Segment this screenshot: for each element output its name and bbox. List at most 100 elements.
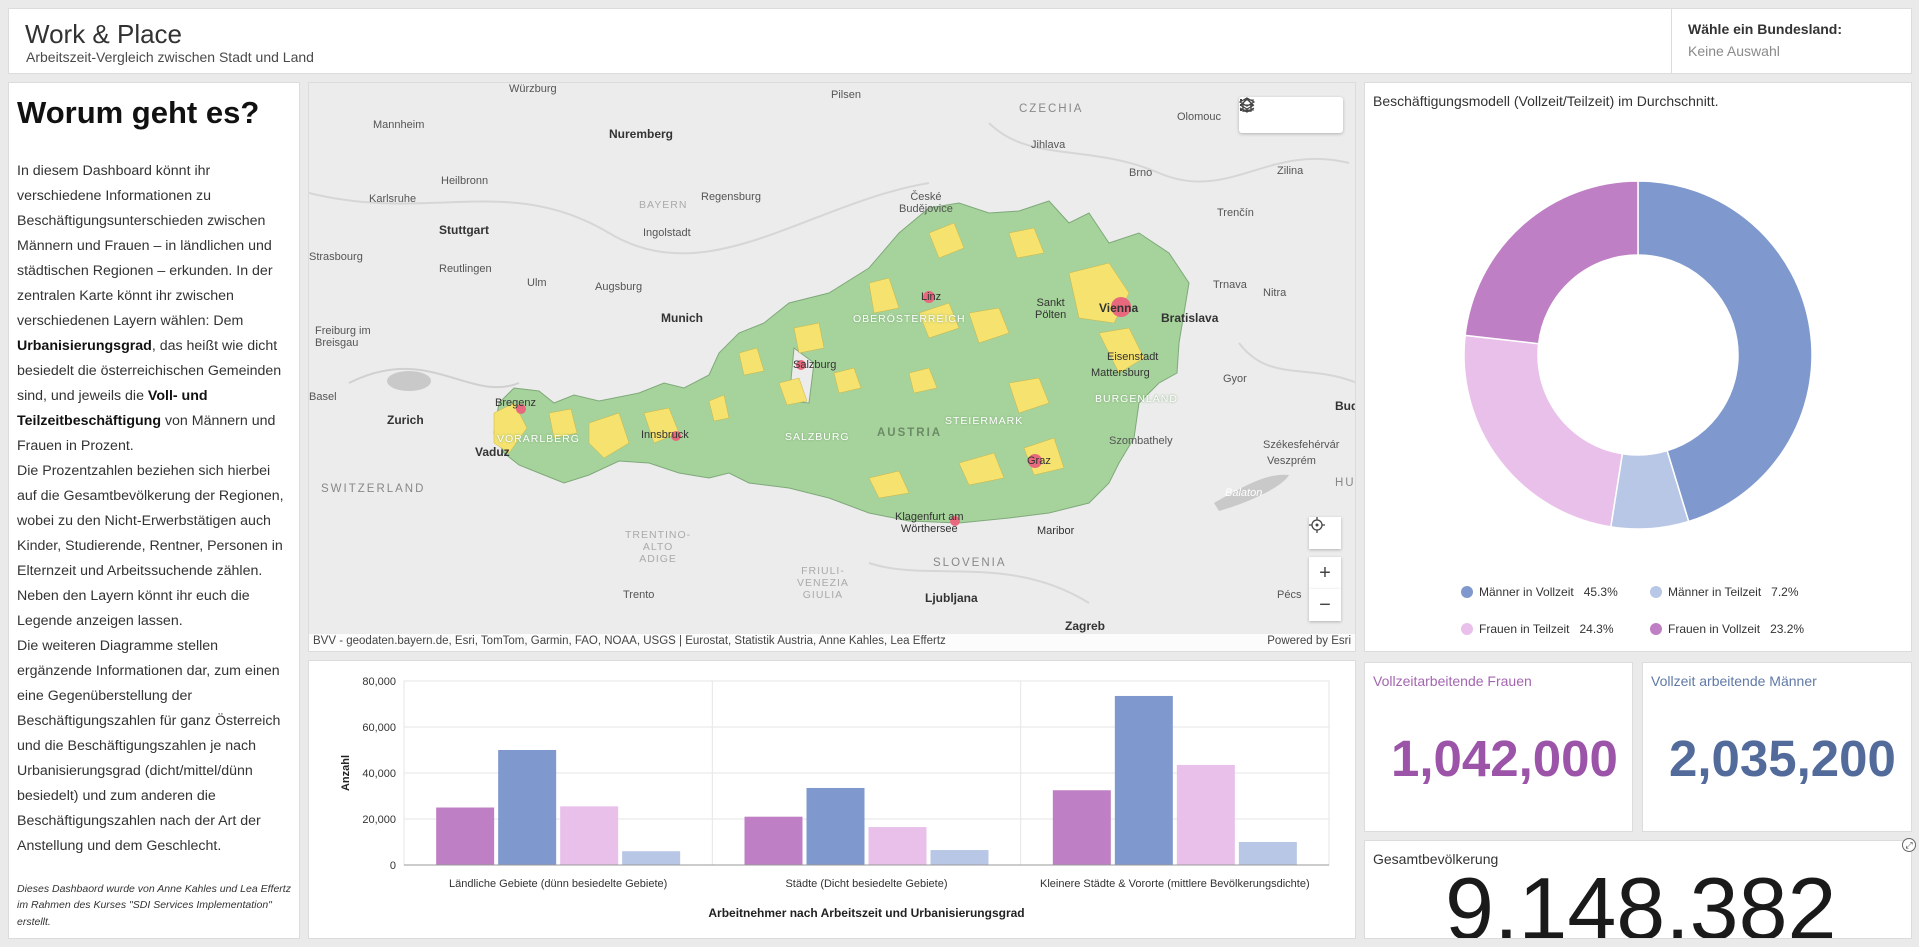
map-label: Zagreb	[1065, 619, 1106, 633]
map-label: Mattersburg	[1091, 367, 1150, 379]
legend-swatch	[1461, 586, 1473, 598]
layers-button[interactable]	[1239, 97, 1337, 129]
y-tick-label: 20,000	[362, 814, 396, 826]
map-label: OBERÖSTERREICH	[853, 313, 966, 325]
map-label: Gyor	[1223, 373, 1247, 385]
selector-value[interactable]: Keine Auswahl	[1688, 43, 1780, 59]
map-label: České Budějovice	[899, 191, 953, 215]
legend-label: Frauen in Teilzeit	[1479, 622, 1570, 636]
indicator-value: 2,035,200	[1669, 730, 1896, 787]
donut-chart	[1463, 180, 1813, 530]
indicator-value: 1,042,000	[1391, 730, 1618, 787]
legend-label: Männer in Teilzeit	[1668, 585, 1762, 599]
map-label: Bregenz	[495, 397, 536, 409]
intro-panel: Worum geht es? In diesem Dashboard könnt…	[8, 82, 300, 939]
map-label: Ingolstadt	[643, 227, 691, 239]
indicator-title: Vollzeit arbeitende Männer	[1651, 673, 1817, 689]
bar[interactable]	[930, 850, 989, 865]
locate-button[interactable]	[1309, 517, 1341, 549]
bar-chart-panel: 0 20,000 40,000 60,000 80,000 Ländliche Gebie…	[308, 660, 1356, 939]
map-label: Nitra	[1263, 287, 1287, 299]
donut-chart-panel: Beschäftigungsmodell (Vollzeit/Teilzeit)…	[1364, 82, 1912, 652]
map-label: Strasbourg	[309, 251, 363, 263]
attribution-text: BVV - geodaten.bayern.de, Esri, TomTom, …	[313, 635, 946, 647]
women-fulltime-indicator: Vollzeitarbeitende Frauen 1,042,000	[1364, 662, 1633, 832]
map-label: Salzburg	[793, 359, 837, 371]
locate-icon	[1309, 517, 1325, 533]
map-label: Ljubljana	[925, 591, 978, 605]
map-label: Maribor	[1037, 525, 1075, 537]
intro-heading: Worum geht es?	[17, 95, 260, 130]
bar[interactable]	[436, 807, 495, 866]
legend-item[interactable]: Frauen in Vollzeit 23.2%	[1650, 622, 1804, 636]
indicator-title: Gesamtbevölkerung	[1373, 851, 1499, 867]
intro-text: In diesem Dashboard könnt ihr verschiede…	[17, 163, 273, 329]
map-label: Heilbronn	[441, 175, 489, 187]
home-button[interactable]	[1240, 98, 1273, 129]
y-tick-label: 80,000	[362, 676, 396, 688]
selector-label: Wähle ein Bundesland:	[1688, 21, 1843, 37]
dense-areas	[516, 291, 1131, 526]
legend-button[interactable]	[1240, 99, 1305, 129]
map-label: Basel	[309, 391, 337, 403]
map-label: CZECHIA	[1019, 103, 1084, 115]
bar[interactable]	[1052, 790, 1111, 865]
map-label: Zurich	[387, 413, 424, 427]
map-label: SLOVENIA	[933, 557, 1007, 569]
legend-swatch	[1650, 623, 1662, 635]
bar[interactable]	[560, 806, 619, 865]
layers-icon	[1239, 97, 1255, 113]
map-label: Bud	[1335, 399, 1356, 413]
donut-slice[interactable]	[1637, 180, 1813, 523]
bar[interactable]	[806, 787, 865, 865]
indicator-value: 9,148,382	[1445, 859, 1837, 939]
legend-item[interactable]: Frauen in Teilzeit 24.3%	[1461, 622, 1614, 636]
intro-text: von Männern und Frauen in Prozent.	[17, 413, 276, 454]
legend-item[interactable]: Männer in Teilzeit 7.2%	[1650, 585, 1799, 599]
map-label: Trnava	[1213, 279, 1247, 291]
legend-swatch	[1461, 623, 1473, 635]
map-label: Reutlingen	[439, 263, 492, 275]
bar[interactable]	[498, 750, 557, 865]
intro-paragraph: Neben den Layern könnt ihr euch die Lege…	[17, 588, 250, 629]
intro-credit: Dieses Dashbaord wurde von Anne Kahles u…	[17, 882, 291, 928]
bar-chart: 0 20,000 40,000 60,000 80,000 Ländliche Gebie…	[340, 676, 1330, 920]
legend-swatch	[1650, 586, 1662, 598]
map-label: Veszprém	[1267, 455, 1316, 467]
bar[interactable]	[868, 827, 927, 865]
expand-icon[interactable]: ⤢	[1902, 838, 1916, 852]
bar[interactable]	[1176, 764, 1235, 865]
map-label: Vaduz	[475, 445, 510, 459]
powered-by-link[interactable]: Powered by Esri	[1267, 635, 1351, 647]
map-label: Mannheim	[373, 119, 425, 131]
bar[interactable]	[622, 851, 681, 865]
map-attribution: BVV - geodaten.bayern.de, Esri, TomTom, …	[309, 634, 1355, 651]
map-label: Brno	[1129, 167, 1153, 179]
legend-value: 24.3%	[1579, 622, 1614, 636]
zoom-out-button[interactable]: −	[1309, 589, 1341, 621]
population-indicator: Gesamtbevölkerung 9,148,382	[1364, 840, 1912, 939]
map-label: Eisenstadt	[1107, 351, 1159, 363]
bar[interactable]	[744, 816, 803, 865]
x-category-label: Kleinere Städte & Vororte (mittlere Bevö…	[1040, 878, 1310, 890]
legend-item[interactable]: Männer in Vollzeit 45.3%	[1461, 585, 1618, 599]
donut-slice[interactable]	[1464, 180, 1639, 345]
legend-label: Frauen in Vollzeit	[1668, 622, 1761, 636]
dashboard-header: Work & Place Arbeitszeit-Vergleich zwisc…	[8, 8, 1912, 74]
y-tick-label: 0	[390, 860, 396, 872]
map-label: Karlsruhe	[369, 193, 417, 205]
zoom-in-button[interactable]: +	[1309, 557, 1341, 589]
map-label: SALZBURG	[785, 431, 850, 443]
bar[interactable]	[1114, 695, 1173, 865]
bundesland-selector[interactable]: Wähle ein Bundesland: Keine Auswahl	[1671, 9, 1911, 73]
map-label: AUSTRIA	[877, 427, 943, 439]
bar[interactable]	[1238, 842, 1297, 865]
map-label: FRIULI- VENEZIA GIULIA	[797, 565, 849, 601]
donut-slice[interactable]	[1463, 334, 1624, 528]
map-view[interactable]: Würzburg Pilsen CZECHIA Olomouc Mannheim…	[308, 82, 1356, 652]
intro-paragraph: Die weiteren Diagramme stellen ergänzend…	[17, 638, 281, 854]
intro-bold-urban: Urbanisierungsgrad	[17, 338, 152, 354]
map-label: Székesfehérvár	[1263, 439, 1340, 451]
app-subtitle: Arbeitszeit-Vergleich zwischen Stadt und…	[26, 49, 314, 65]
map-label: Pilsen	[831, 89, 861, 101]
